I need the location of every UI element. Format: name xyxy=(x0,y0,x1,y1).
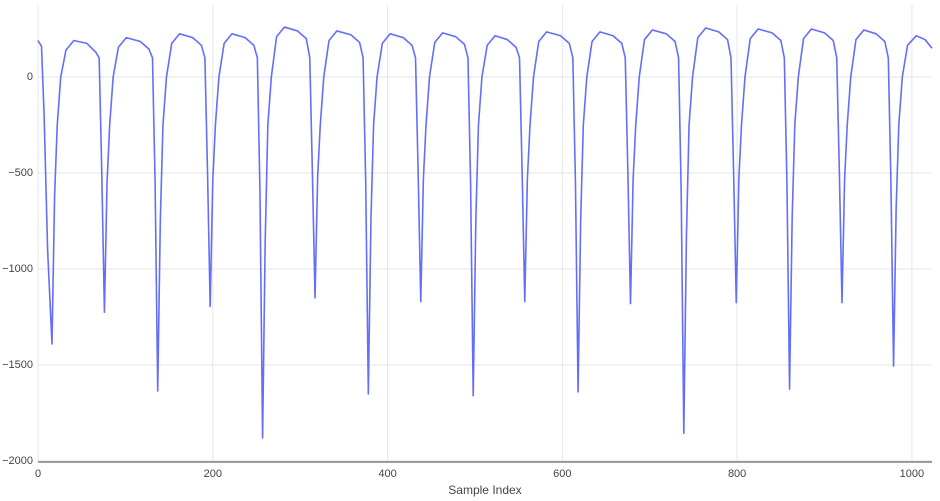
x-tick-label: 1000 xyxy=(900,468,924,480)
y-tick-label: −2000 xyxy=(2,455,33,467)
y-tick-label: −1500 xyxy=(2,359,33,371)
x-axis-label: Sample Index xyxy=(448,483,521,497)
x-tick-label: 800 xyxy=(728,468,746,480)
y-tick-label: 0 xyxy=(27,71,33,83)
x-tick-label: 200 xyxy=(204,468,222,480)
x-tick-label: 0 xyxy=(35,468,41,480)
y-tick-label: −500 xyxy=(8,167,33,179)
x-tick-label: 600 xyxy=(553,468,571,480)
y-tick-label: −1000 xyxy=(2,263,33,275)
x-tick-label: 400 xyxy=(378,468,396,480)
series-line xyxy=(37,26,933,439)
